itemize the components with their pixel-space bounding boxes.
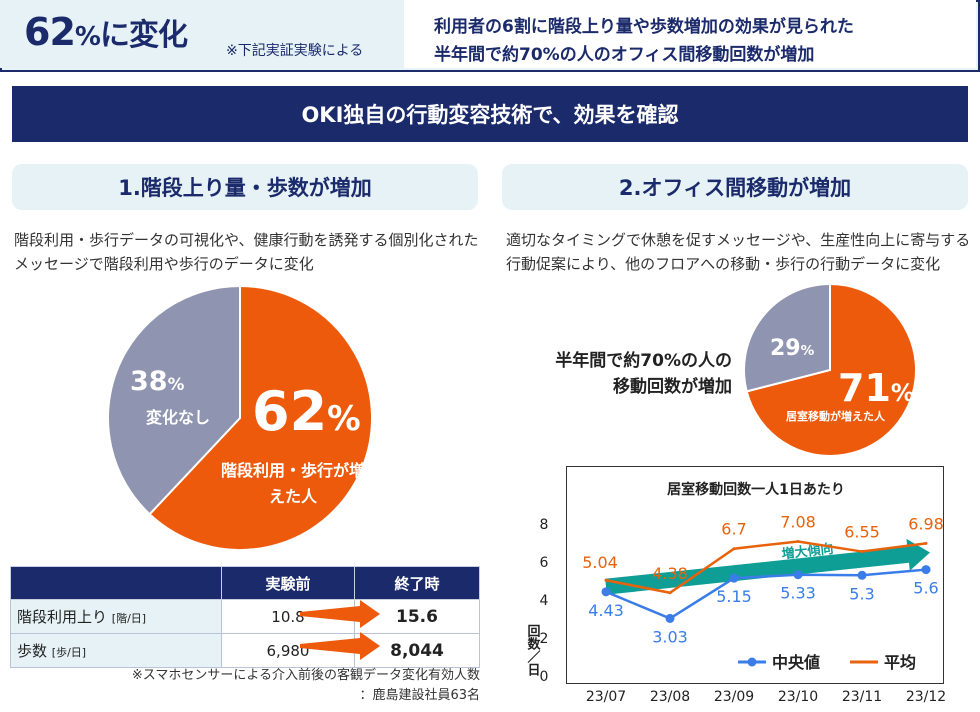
data-label: 4.38	[652, 564, 688, 583]
data-label: 5.33	[780, 584, 816, 603]
arrow-right-icon	[300, 600, 380, 628]
table-header-empty	[10, 566, 222, 600]
pie2-side-caption: 半年間で約70%の人の移動回数が増加	[528, 348, 732, 400]
table-row: 歩数 [歩/日] 6,980 8,044	[10, 633, 480, 668]
series-line-mean	[605, 540, 927, 595]
legend-marker-median	[747, 657, 757, 667]
arrow-right-icon	[300, 632, 380, 660]
data-point	[857, 570, 867, 580]
section-1-title: 1.階段上り量・歩数が増加	[12, 164, 478, 210]
pie2-slice-label-orange: 居室移動が増えた人	[786, 410, 885, 423]
pie2-slice-label-orange-pct: 71%	[838, 366, 915, 410]
row-label: 歩数 [歩/日]	[10, 633, 222, 668]
legend-label-median: 中央値	[772, 653, 820, 672]
header-right-panel	[404, 0, 976, 68]
data-point	[601, 587, 611, 597]
data-point	[604, 578, 608, 582]
pie-chart-stairs	[107, 284, 373, 551]
table-header-row: 実験前 終了時	[10, 566, 480, 600]
data-label: 7.08	[780, 512, 816, 531]
section-1-description: 階段利用・歩行データの可視化や、健康行動を誘発する個別化されたメッセージで階段利…	[14, 231, 479, 273]
y-axis-label: 回数／日	[525, 624, 541, 677]
pie1-slice-no-change	[107, 284, 241, 516]
chart-title: 居室移動回数一人1日あたり	[667, 481, 845, 498]
data-point	[665, 613, 675, 623]
data-label: 6.55	[844, 523, 880, 542]
y-tick-label: 4	[540, 593, 549, 609]
pie2-slice-label-gray-pct: 29%	[770, 336, 815, 361]
pie1-slice-label-gray-pct: 38%	[130, 366, 185, 397]
header-line-2: 半年間で約70%の人のオフィス間移動回数が増加	[434, 45, 815, 65]
table-footnote: ※スマホセンサーによる介入前後の客観データ変化有効人数 ：鹿島建設社員63名	[10, 666, 480, 706]
row-label: 階段利用上り [階/日]	[10, 599, 222, 634]
pie1-slice-increased	[148, 284, 373, 551]
x-tick-label: 23/12	[906, 689, 946, 705]
data-point	[732, 547, 736, 551]
headline-value: 62	[24, 10, 76, 54]
x-tick-label: 23/09	[714, 689, 754, 705]
banner: OKI独自の行動変容技術で、効果を確認	[12, 86, 968, 142]
x-tick-label: 23/10	[778, 689, 818, 705]
data-point	[796, 539, 800, 543]
series-line-median	[605, 568, 927, 620]
data-label: 3.03	[652, 627, 688, 646]
y-tick-label: 0	[540, 669, 549, 685]
pie1-slice-label-orange: 階段利用・歩行が増えた人	[220, 461, 365, 506]
header-left-panel	[0, 0, 404, 68]
side-caption-line-1: 半年間で約70%の人の	[555, 351, 732, 371]
data-label: 5.6	[913, 579, 938, 598]
data-label: 4.43	[588, 601, 624, 620]
side-caption-line-2: 移動回数が増加	[613, 377, 732, 397]
section-2-description: 適切なタイミングで休憩を促すメッセージや、生産性向上に寄与する行動促案により、他…	[506, 231, 971, 273]
footnote-line-2: ：鹿島建設社員63名	[359, 688, 480, 703]
data-point	[729, 573, 739, 583]
table-arrows	[300, 600, 380, 660]
data-point	[668, 591, 672, 595]
data-point	[921, 565, 931, 575]
x-tick-label: 23/07	[586, 689, 626, 705]
table-header-before: 実験前	[221, 566, 355, 600]
pie2-slice-other	[743, 282, 831, 393]
pie1-slice-label-orange-pct: 62%	[252, 380, 361, 443]
legend-label-mean: 平均	[884, 653, 916, 672]
footnote-line-1: ※スマホセンサーによる介入前後の客観データ変化有効人数	[131, 668, 480, 683]
data-point	[793, 570, 803, 580]
header-headline: 62%に変化	[24, 10, 188, 54]
data-label: 6.7	[721, 520, 746, 539]
table-header-after: 終了時	[354, 566, 480, 600]
y-tick-label: 8	[540, 517, 549, 533]
y-tick-label: 6	[540, 555, 549, 571]
data-point	[860, 550, 864, 554]
pie2-slice-increased	[745, 282, 917, 457]
header-line-1: 利用者の6割に階段上り量や歩数増加の効果が見られた	[434, 17, 854, 37]
data-label: 5.04	[582, 553, 618, 572]
data-label: 5.3	[849, 584, 874, 603]
results-table: 実験前 終了時 階段利用上り [階/日] 10.8 15.6 歩数 [歩/日] …	[10, 566, 480, 668]
x-tick-label: 23/11	[842, 689, 882, 705]
headline-pct: %	[74, 22, 101, 52]
x-tick-label: 23/08	[650, 689, 690, 705]
data-point	[924, 541, 928, 545]
header-note: ※下記実証実験による	[226, 43, 364, 59]
pie-chart-movement	[743, 282, 917, 457]
line-chart-movement: 居室移動回数一人1日あたり 0 2 4 6 8 23/07 23/08 23/09 23/10…	[525, 466, 946, 705]
section-2-title: 2.オフィス間移動が増加	[502, 164, 968, 210]
y-tick-label: 2	[540, 631, 549, 647]
headline-suffix: に変化	[99, 18, 188, 53]
data-label: 5.15	[716, 587, 752, 606]
pie1-slice-label-gray: 変化なし	[146, 408, 211, 427]
table-row: 階段利用上り [階/日] 10.8 15.6	[10, 599, 480, 634]
data-label: 6.98	[908, 514, 944, 533]
